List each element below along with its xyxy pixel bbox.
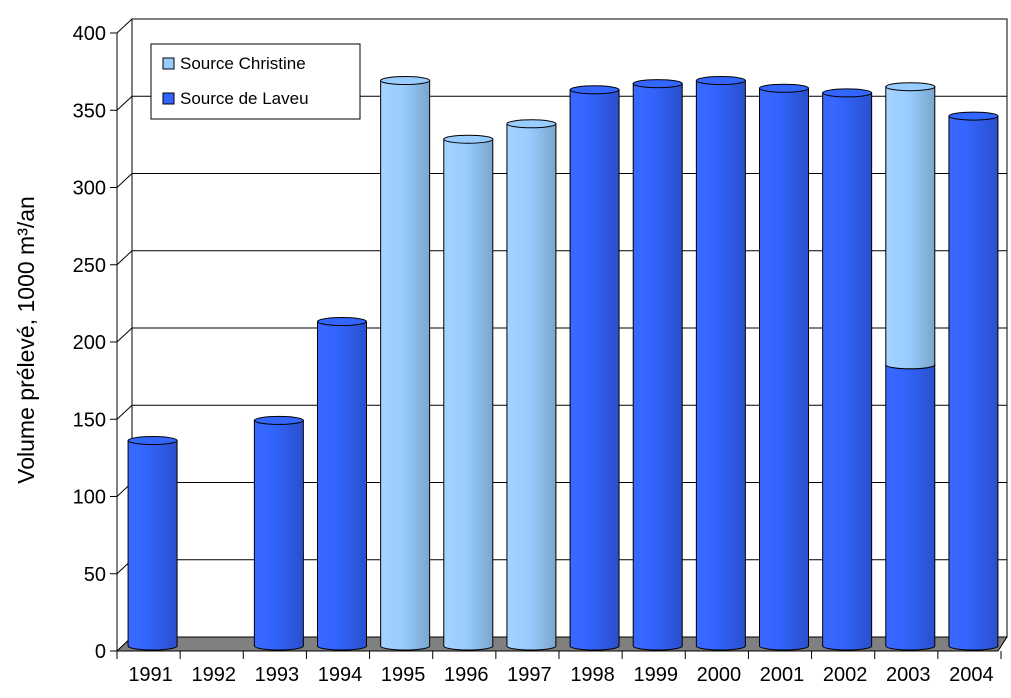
bar-top <box>632 79 683 89</box>
y-tick-label-300: 300 <box>73 178 106 200</box>
bar-body <box>317 321 367 651</box>
x-tick-labels: 1991 1992 1993 1994 1995 1996 1997 1998 1999 2000… <box>128 664 993 686</box>
x-tick-label-1996: 1996 <box>444 664 489 686</box>
bar-body <box>822 92 873 651</box>
y-tick-label-250: 250 <box>73 255 106 277</box>
bar-body <box>632 83 683 651</box>
bar-source-de-laveu-1994 <box>317 317 367 651</box>
chart-floor <box>115 636 1008 652</box>
bar-source-de-laveu-2003 <box>885 360 936 651</box>
bar-body <box>569 89 620 651</box>
x-tick-label-2000: 2000 <box>697 664 742 686</box>
bar-source-de-laveu-2002 <box>822 88 873 651</box>
x-tick-label-2001: 2001 <box>760 664 805 686</box>
y-tick-label-200: 200 <box>73 332 106 354</box>
x-tick-label-1992: 1992 <box>191 664 236 686</box>
x-tick-label-1993: 1993 <box>255 664 300 686</box>
gridline-side-150 <box>116 404 133 420</box>
floor-plane <box>115 636 1008 652</box>
bar-top <box>569 85 620 95</box>
bar-top <box>380 76 431 86</box>
bar-source-de-laveu-1999 <box>632 79 683 651</box>
y-tick-label-400: 400 <box>73 23 106 45</box>
x-tick-label-1994: 1994 <box>318 664 363 686</box>
bar-top <box>948 111 999 121</box>
bar-source-christine-1996 <box>443 134 494 651</box>
bar-top <box>695 76 746 86</box>
bar-body <box>885 86 936 370</box>
bar-top <box>253 415 304 425</box>
y-axis-title: Volume prélevé, 1000 m³/an <box>13 196 39 484</box>
y-tick-label-350: 350 <box>73 100 106 122</box>
x-tick-label-2003: 2003 <box>886 664 931 686</box>
bar-source-de-laveu-1993 <box>253 415 304 651</box>
axes <box>110 32 1002 659</box>
x-tick-label-1997: 1997 <box>507 664 552 686</box>
bars <box>127 76 999 651</box>
x-tick-label-1991: 1991 <box>128 664 173 686</box>
bar-source-de-laveu-2000 <box>695 76 746 651</box>
bar-source-de-laveu-2004 <box>948 111 999 651</box>
bar-source-de-laveu-1998 <box>569 85 620 651</box>
y-tick-label-100: 100 <box>73 487 106 509</box>
x-tick-label-1998: 1998 <box>570 664 615 686</box>
bar-body <box>885 364 936 651</box>
bar-source-christine-1997 <box>506 119 557 651</box>
x-tick-label-1995: 1995 <box>381 664 426 686</box>
legend: Source Christine Source de Laveu <box>150 43 361 120</box>
bar-top <box>317 317 367 327</box>
bar-body <box>948 115 999 651</box>
bar-body <box>380 80 431 651</box>
bar-top <box>822 88 873 98</box>
gridline-side-350 <box>116 95 133 111</box>
bar-source-de-laveu-2001 <box>759 83 809 651</box>
bar-body <box>443 138 494 651</box>
bar-top <box>127 436 178 446</box>
bar-source-christine-1995 <box>380 76 431 651</box>
bar-body <box>506 123 557 651</box>
y-tick-label-150: 150 <box>73 409 106 431</box>
y-tick-label-50: 50 <box>84 564 106 586</box>
legend-label-source-christine: Source Christine <box>180 54 306 73</box>
gridline-side-200 <box>116 327 133 343</box>
legend-box <box>150 43 361 120</box>
gridline-side-300 <box>116 173 133 188</box>
bar-body <box>127 440 178 651</box>
bar-top <box>506 119 557 129</box>
x-tick-label-2002: 2002 <box>823 664 868 686</box>
bar-body <box>695 80 746 651</box>
gridline-side-250 <box>116 250 133 266</box>
bar-source-de-laveu-1991 <box>127 436 178 651</box>
y-tick-labels: 0 50 100 150 200 250 300 350 400 <box>73 23 106 663</box>
x-tick-label-2004: 2004 <box>949 664 994 686</box>
bar-source-christine-2003 <box>885 82 936 370</box>
gridline-side-400 <box>116 18 133 34</box>
bar-top <box>885 82 936 92</box>
bar-body <box>759 87 809 651</box>
legend-swatch-source-de-laveu <box>162 92 175 105</box>
bar-top <box>759 83 809 93</box>
x-tick-label-1999: 1999 <box>633 664 678 686</box>
bar-top <box>443 134 494 144</box>
bar-body <box>253 419 304 651</box>
y-tick-label-0: 0 <box>95 641 106 663</box>
legend-swatch-source-christine <box>162 57 175 70</box>
legend-label-source-de-laveu: Source de Laveu <box>180 89 309 108</box>
